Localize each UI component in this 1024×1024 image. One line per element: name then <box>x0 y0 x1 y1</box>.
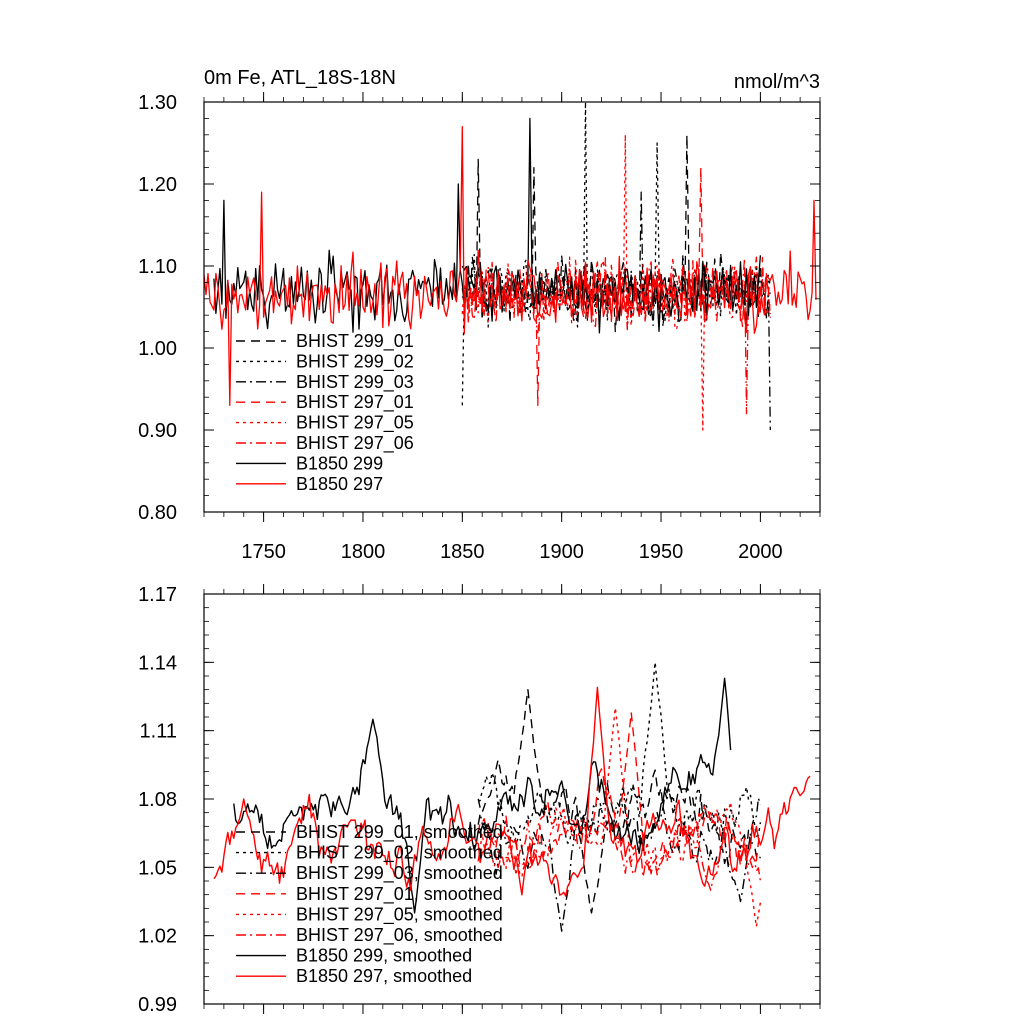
bottom-panel: 0.99 1.02 1.05 1.08 1.11 1.14 1.17 BHIST 299_0… <box>138 584 821 1016</box>
y-tick-label: 1.17 <box>138 584 177 606</box>
series-line <box>204 125 817 407</box>
x-tick-label: 1950 <box>639 541 684 563</box>
bottom-panel-series <box>213 661 811 932</box>
top-panel-units: nmol/m^3 <box>734 71 820 93</box>
series-line <box>233 677 732 914</box>
bottom-panel-frame <box>203 593 821 1005</box>
legend-label: B1850 299, smoothed <box>296 946 472 966</box>
x-tick-label: 2000 <box>738 541 783 563</box>
series-line <box>213 686 811 897</box>
top-panel-ticks: 0.80 0.90 1.00 1.10 1.20 1.30 1750 1800 1850 1900… <box>138 92 821 563</box>
y-tick-label: 0.80 <box>138 502 177 524</box>
top-panel-series <box>204 102 817 431</box>
y-tick-label: 0.90 <box>138 420 177 442</box>
y-tick-label: 1.05 <box>138 857 177 879</box>
legend-label: BHIST 299_01, smoothed <box>296 822 503 843</box>
legend-label: BHIST 299_02 <box>296 351 414 372</box>
top-panel-frame <box>203 101 821 513</box>
series-line <box>477 801 762 891</box>
legend-label: B1850 297, smoothed <box>296 966 472 986</box>
y-tick-label: 1.02 <box>138 926 177 948</box>
series-line <box>461 102 771 406</box>
x-tick-label: 1900 <box>539 541 584 563</box>
bottom-panel-ticks: 0.99 1.02 1.05 1.08 1.11 1.14 1.17 <box>138 584 821 1016</box>
x-tick-label: 1850 <box>440 541 485 563</box>
y-tick-label: 1.30 <box>138 92 177 114</box>
y-tick-label: 1.14 <box>138 652 177 674</box>
y-tick-label: 1.08 <box>138 789 177 811</box>
x-tick-label: 1800 <box>341 541 386 563</box>
legend-label: BHIST 299_01 <box>296 331 414 352</box>
legend-label: BHIST 299_03 <box>296 372 414 393</box>
top-panel: 0m Fe, ATL_18S-18N nmol/m^3 0.80 0.90 1.00… <box>138 67 821 563</box>
legend-label: B1850 297 <box>296 474 383 494</box>
legend-label: BHIST 297_05, smoothed <box>296 904 503 925</box>
series-line <box>477 707 762 928</box>
y-tick-label: 1.11 <box>140 721 177 743</box>
series-line <box>477 782 762 932</box>
legend-label: BHIST 297_01 <box>296 392 414 413</box>
y-tick-label: 1.00 <box>138 338 177 360</box>
legend-label: BHIST 297_01, smoothed <box>296 884 503 905</box>
top-panel-title: 0m Fe, ATL_18S-18N <box>204 67 396 89</box>
legend-label: BHIST 297_05 <box>296 413 414 434</box>
legend-label: BHIST 299_02, smoothed <box>296 843 503 864</box>
y-tick-label: 1.10 <box>138 256 177 278</box>
legend-label: B1850 299 <box>296 453 383 473</box>
legend-label: BHIST 297_06, smoothed <box>296 925 503 946</box>
legend-label: BHIST 299_03, smoothed <box>296 863 503 884</box>
x-tick-label: 1750 <box>241 541 286 563</box>
legend-label: BHIST 297_06 <box>296 433 414 454</box>
y-tick-label: 1.20 <box>138 174 177 196</box>
y-tick-label: 0.99 <box>138 994 177 1016</box>
